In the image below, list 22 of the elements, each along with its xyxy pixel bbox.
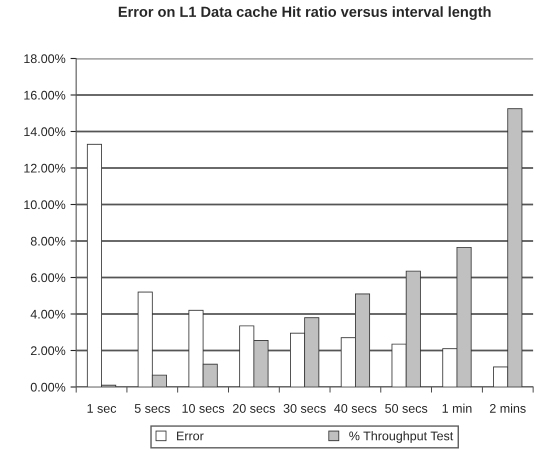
y-tick-label: 4.00% (30, 310, 66, 319)
legend-label: % Throughput Test (349, 431, 454, 443)
x-tick-label: 10 secs (182, 404, 224, 413)
x-tick-label: 50 secs (385, 404, 428, 413)
y-tick-label: 14.00% (24, 127, 66, 136)
x-tick-label: 20 secs (232, 404, 275, 413)
y-tick-label: 6.00% (30, 273, 66, 282)
x-tick-label: 2 mins (490, 404, 526, 413)
y-tick-label: 8.00% (30, 236, 66, 246)
y-tick-label: 2.00% (30, 346, 66, 356)
y-tick-label: 10.00% (24, 200, 66, 210)
y-tick-label: 12.00% (24, 164, 66, 173)
x-tick-label: 40 secs (334, 404, 377, 413)
y-tick-label: 16.00% (24, 90, 66, 100)
x-tick-label: 1 sec (88, 404, 116, 413)
legend-label: Error (177, 432, 204, 440)
x-tick-label: 5 secs (134, 404, 170, 413)
y-tick-label: 0.00% (30, 382, 66, 392)
x-tick-label: 30 secs (284, 404, 326, 413)
x-tick-label: 1 min (442, 404, 472, 413)
chart-title: Error on L1 Data cache Hit ratio versus interval length (118, 6, 491, 20)
y-tick-label: 18.00% (24, 54, 66, 64)
